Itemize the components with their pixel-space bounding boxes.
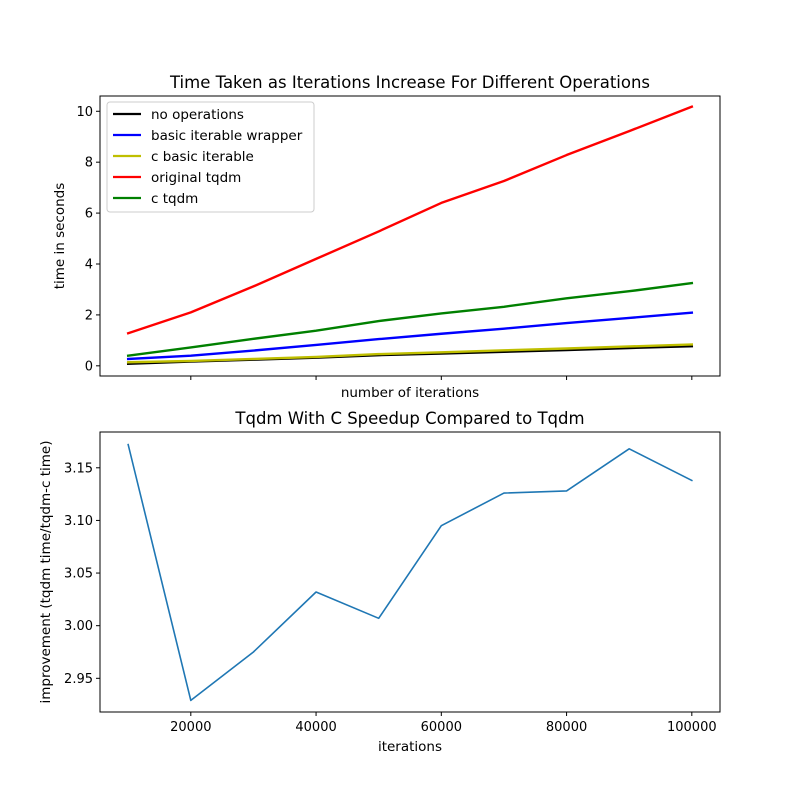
legend-box [106, 101, 315, 213]
bottom-chart-x-ticks: 20000 40000 60000 80000 100000 [170, 712, 717, 735]
legend-item: c basic iterable [113, 149, 254, 165]
y-tick-label: 8 [85, 156, 93, 171]
top-chart: Time Taken as Iterations Increase For Di… [52, 73, 721, 401]
x-tick-label: 20000 [170, 720, 211, 735]
bottom-chart-y-axis-label: improvement (tqdm time/tqdm-c time) [38, 441, 54, 704]
y-tick-label: 0 [85, 359, 93, 374]
bottom-chart-x-axis-label: iterations [378, 739, 442, 755]
y-tick-label: 3.05 [64, 567, 93, 582]
legend-item: no operations [113, 107, 244, 123]
bottom-chart: Tqdm With C Speedup Compared to Tqdm 2.9… [38, 409, 721, 755]
y-tick-label: 6 [85, 207, 93, 222]
x-tick-label: 60000 [421, 720, 462, 735]
y-tick-label: 3.15 [64, 461, 93, 476]
legend: no operations basic iterable wrapper c b… [106, 101, 315, 213]
y-tick-label: 2 [85, 308, 93, 323]
top-chart-title: Time Taken as Iterations Increase For Di… [169, 73, 650, 92]
y-tick-label: 4 [85, 258, 93, 273]
x-tick-label: 100000 [667, 720, 717, 735]
y-tick-label: 3.00 [64, 619, 93, 634]
legend-label: basic iterable wrapper [151, 128, 303, 144]
series-line-basic-iterable-wrapper [126, 311, 694, 361]
series-line [127, 443, 693, 702]
legend-item: basic iterable wrapper [113, 128, 303, 144]
x-tick-label: 80000 [546, 720, 587, 735]
y-tick-label: 10 [76, 105, 93, 120]
legend-item: c tqdm [113, 191, 198, 207]
legend-label: c basic iterable [151, 149, 254, 165]
series-line-c-basic-iterable [126, 343, 694, 364]
legend-label: no operations [151, 107, 244, 123]
series-line-original-tqdm [126, 105, 694, 335]
bottom-chart-frame [99, 431, 721, 713]
top-chart-x-axis-label: number of iterations [341, 385, 479, 401]
y-tick-label: 2.95 [64, 672, 93, 687]
bottom-chart-series-group [127, 443, 693, 702]
top-chart-series-group [126, 105, 694, 366]
top-chart-frame [99, 95, 721, 377]
x-tick-label: 40000 [295, 720, 336, 735]
series-line-c-tqdm [126, 281, 694, 357]
top-chart-x-ticks [190, 376, 693, 380]
legend-label: original tqdm [151, 170, 241, 186]
y-tick-label: 3.10 [64, 514, 93, 529]
top-chart-y-axis-label: time in seconds [52, 183, 68, 290]
legend-item: original tqdm [113, 170, 241, 186]
legend-label: c tqdm [151, 191, 198, 207]
top-chart-y-ticks: 0 2 4 6 8 10 [76, 105, 100, 374]
bottom-chart-title: Tqdm With C Speedup Compared to Tqdm [234, 409, 584, 428]
bottom-chart-y-ticks: 2.95 3.00 3.05 3.10 3.15 [64, 461, 100, 687]
